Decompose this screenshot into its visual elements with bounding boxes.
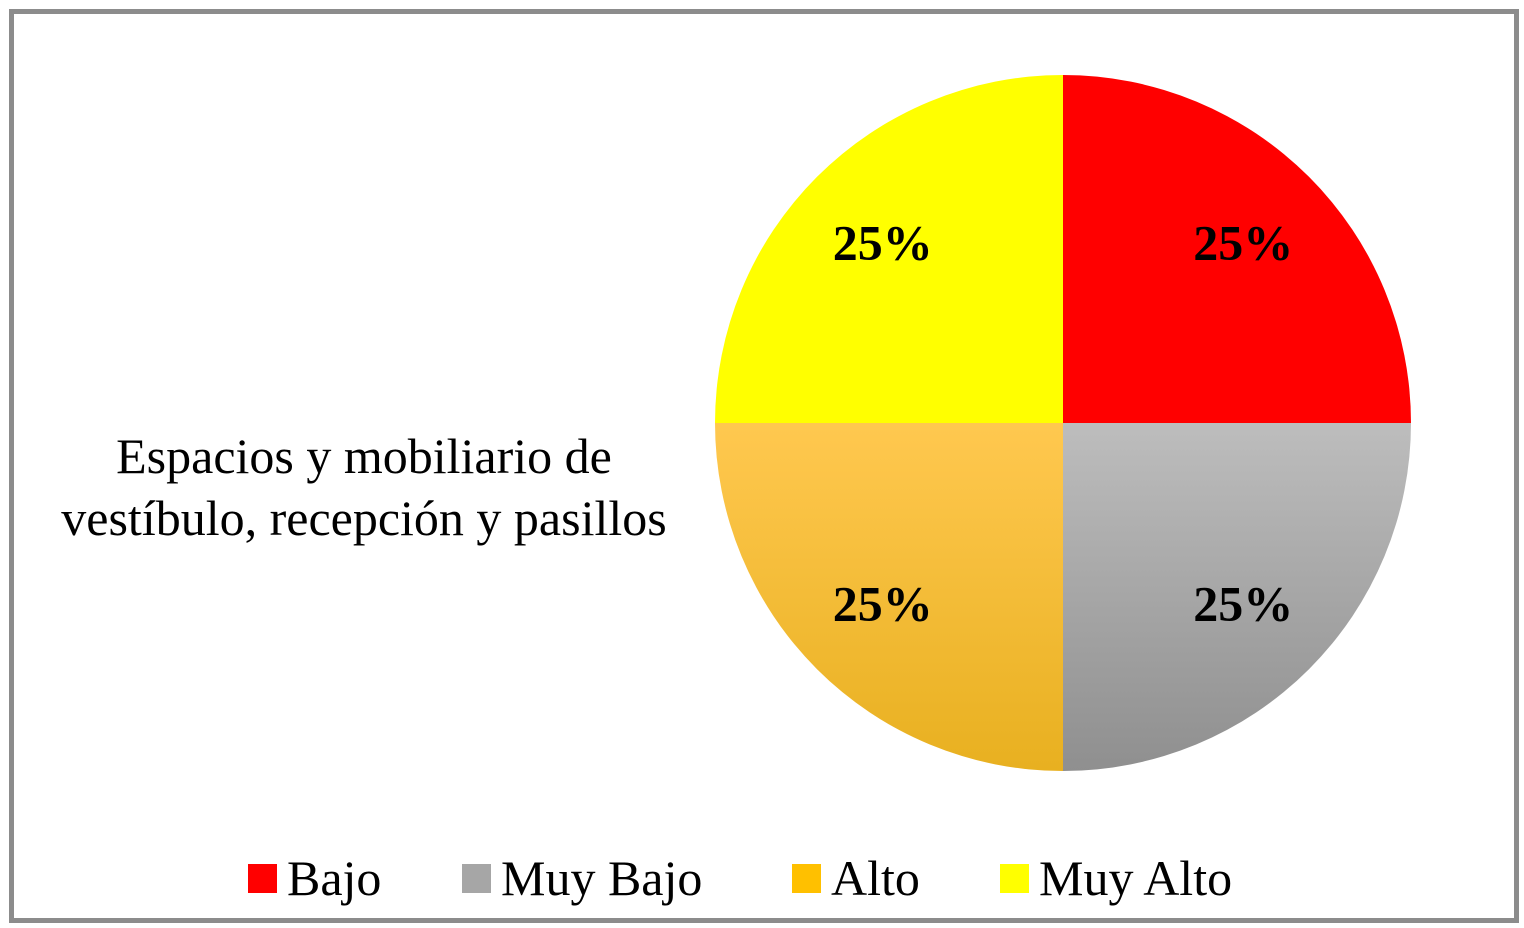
data-label-muy-bajo: 25% bbox=[1193, 575, 1293, 631]
pie-slice-alto bbox=[715, 423, 1063, 771]
legend-swatch-alto bbox=[792, 863, 821, 893]
data-label-muy-alto: 25% bbox=[833, 215, 933, 271]
legend-swatch-muy-alto bbox=[1000, 863, 1029, 893]
legend: Bajo Muy Bajo Alto Muy Alto bbox=[0, 846, 1524, 910]
chart-title: Espacios y mobiliario de vestíbulo, rece… bbox=[14, 425, 714, 549]
pie-slice-bajo bbox=[1063, 75, 1411, 423]
data-label-alto: 25% bbox=[833, 575, 933, 631]
legend-label-muy-alto: Muy Alto bbox=[1039, 850, 1233, 906]
pie-slice-muy-alto bbox=[715, 75, 1063, 423]
chart-title-line-1: Espacios y mobiliario de bbox=[116, 428, 612, 484]
legend-item-bajo: Bajo bbox=[248, 846, 381, 910]
legend-label-alto: Alto bbox=[831, 850, 920, 906]
legend-item-muy-alto: Muy Alto bbox=[1000, 846, 1232, 910]
legend-swatch-muy-bajo bbox=[462, 863, 491, 893]
legend-label-muy-bajo: Muy Bajo bbox=[501, 850, 703, 906]
pie-slices bbox=[715, 75, 1411, 771]
legend-item-alto: Alto bbox=[792, 846, 920, 910]
legend-swatch-bajo bbox=[248, 863, 277, 893]
legend-item-muy-bajo: Muy Bajo bbox=[462, 846, 702, 910]
legend-label-bajo: Bajo bbox=[287, 850, 382, 906]
pie-slice-muy-bajo bbox=[1063, 423, 1411, 771]
chart-title-line-2: vestíbulo, recepción y pasillos bbox=[61, 490, 667, 546]
pie-data-labels: 25% 25% 25% 25% bbox=[833, 215, 1294, 632]
data-label-bajo: 25% bbox=[1193, 215, 1293, 271]
